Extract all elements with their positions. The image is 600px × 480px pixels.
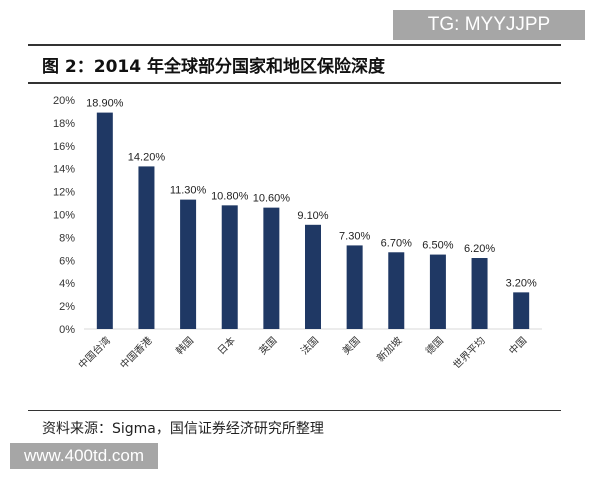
x-tick-label: 韩国 [173,334,196,357]
data-label: 7.30% [339,230,370,242]
y-tick-label: 4% [59,278,75,290]
data-label: 18.90% [86,98,124,110]
y-tick-label: 20% [53,95,75,107]
chart-title: 图 2：2014 年全球部分国家和地区保险深度 [42,57,385,77]
data-label: 9.10% [297,210,328,222]
bar [305,224,321,329]
bar [388,252,405,329]
data-label: 10.60% [253,193,291,205]
bar [471,258,488,329]
title-bottom-rule [28,82,561,84]
data-label: 6.20% [464,243,495,255]
y-tick-label: 8% [59,232,75,244]
bar [138,166,155,329]
y-tick-label: 2% [59,301,75,313]
bar [96,112,113,329]
bar [513,292,530,329]
data-label: 14.20% [128,151,166,163]
y-tick-label: 0% [59,324,75,336]
source-note: 资料来源：Sigma，国信证券经济研究所整理 [42,421,324,437]
x-tick-label: 中国 [506,334,529,357]
bar [429,254,446,329]
bar-chart: 0% 2% 4% 6% 8% 10% 12% 14% 16% 18% 20% 18.90% 中国台湾 14… [53,95,542,372]
x-tick-label: 德国 [423,334,446,357]
y-tick-label: 16% [53,141,75,153]
data-label: 3.20% [506,277,537,289]
x-tick-label: 新加坡 [374,334,404,364]
bar [263,207,280,329]
bar [221,205,238,329]
watermark-top: TG: MYYJJPP [393,10,585,40]
source-rule [28,410,561,411]
x-tick-label: 中国香港 [117,334,154,371]
y-tick-label: 18% [53,118,75,130]
x-tick-label: 日本 [215,334,238,357]
y-tick-label: 14% [53,164,75,176]
data-label: 10.80% [211,190,249,202]
title-top-rule [28,44,561,46]
y-tick-label: 10% [53,210,75,222]
x-tick-label: 美国 [339,334,362,357]
bar [180,199,197,329]
data-label: 6.70% [381,237,412,249]
x-tick-label: 法国 [298,334,321,357]
x-tick-label: 英国 [256,334,279,357]
data-label: 6.50% [422,240,453,252]
x-tick-label: 世界平均 [451,335,488,372]
y-tick-label: 12% [53,187,75,199]
watermark-bottom: www.400td.com [10,443,158,469]
x-tick-label: 中国台湾 [75,334,112,371]
y-tick-label: 6% [59,255,75,267]
bar [346,245,363,329]
data-label: 11.30% [170,185,207,197]
